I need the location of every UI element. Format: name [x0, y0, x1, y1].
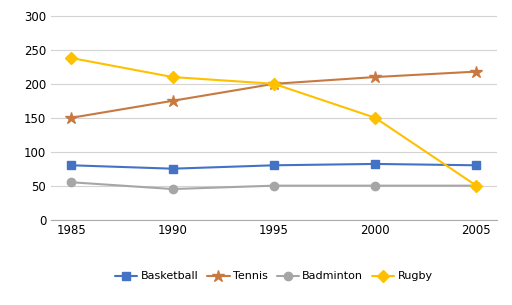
- Basketball: [169, 167, 176, 170]
- Badminton: [69, 181, 75, 184]
- Tennis: [372, 75, 378, 79]
- Basketball: [473, 163, 479, 167]
- Rugby: [372, 116, 378, 120]
- Line: Tennis: Tennis: [65, 65, 483, 124]
- Badminton: [473, 184, 479, 188]
- Badminton: [169, 187, 176, 191]
- Basketball: [271, 163, 277, 167]
- Rugby: [473, 184, 479, 188]
- Badminton: [372, 184, 378, 188]
- Line: Badminton: Badminton: [67, 178, 481, 193]
- Tennis: [271, 82, 277, 86]
- Tennis: [473, 70, 479, 74]
- Line: Rugby: Rugby: [67, 54, 481, 190]
- Rugby: [169, 75, 176, 79]
- Rugby: [69, 56, 75, 60]
- Badminton: [271, 184, 277, 188]
- Legend: Basketball, Tennis, Badminton, Rugby: Basketball, Tennis, Badminton, Rugby: [115, 271, 433, 282]
- Tennis: [169, 99, 176, 102]
- Basketball: [372, 162, 378, 166]
- Rugby: [271, 82, 277, 86]
- Line: Basketball: Basketball: [67, 160, 481, 173]
- Basketball: [69, 163, 75, 167]
- Tennis: [69, 116, 75, 120]
